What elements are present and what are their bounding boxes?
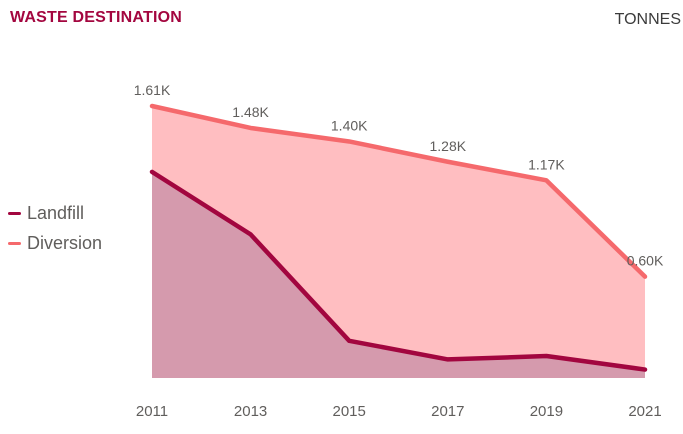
x-axis-label: 2011 [136,403,168,420]
legend-label-landfill: Landfill [27,203,85,223]
diversion-line[interactable] [149,103,648,279]
unit-label: TONNES [614,11,681,28]
legend-item-diversion[interactable]: Diversion [8,233,102,254]
landfill-swatch-icon [8,212,21,215]
diversion-swatch-icon [8,242,21,245]
diversion-data-label: 1.28K [430,138,467,154]
diversion-data-label: 1.17K [528,156,565,172]
x-axis-label: 2015 [333,403,366,420]
legend: Landfill Diversion [8,203,102,254]
diversion-data-label: 0.60K [627,253,664,269]
diversion-data-label: 1.61K [134,82,171,98]
landfill-line[interactable] [149,169,648,372]
x-axis-label: 2019 [530,403,563,420]
x-axis-label: 2013 [234,403,267,420]
x-axis-label: 2017 [431,403,464,420]
legend-label-diversion: Diversion [27,233,103,253]
x-axis-label: 2021 [628,403,661,420]
landfill-area[interactable] [152,171,645,378]
diversion-data-label: 1.48K [232,104,269,120]
chart-title: WASTE DESTINATION [10,9,182,26]
diversion-data-label: 1.40K [331,117,368,133]
legend-item-landfill[interactable]: Landfill [8,203,102,224]
